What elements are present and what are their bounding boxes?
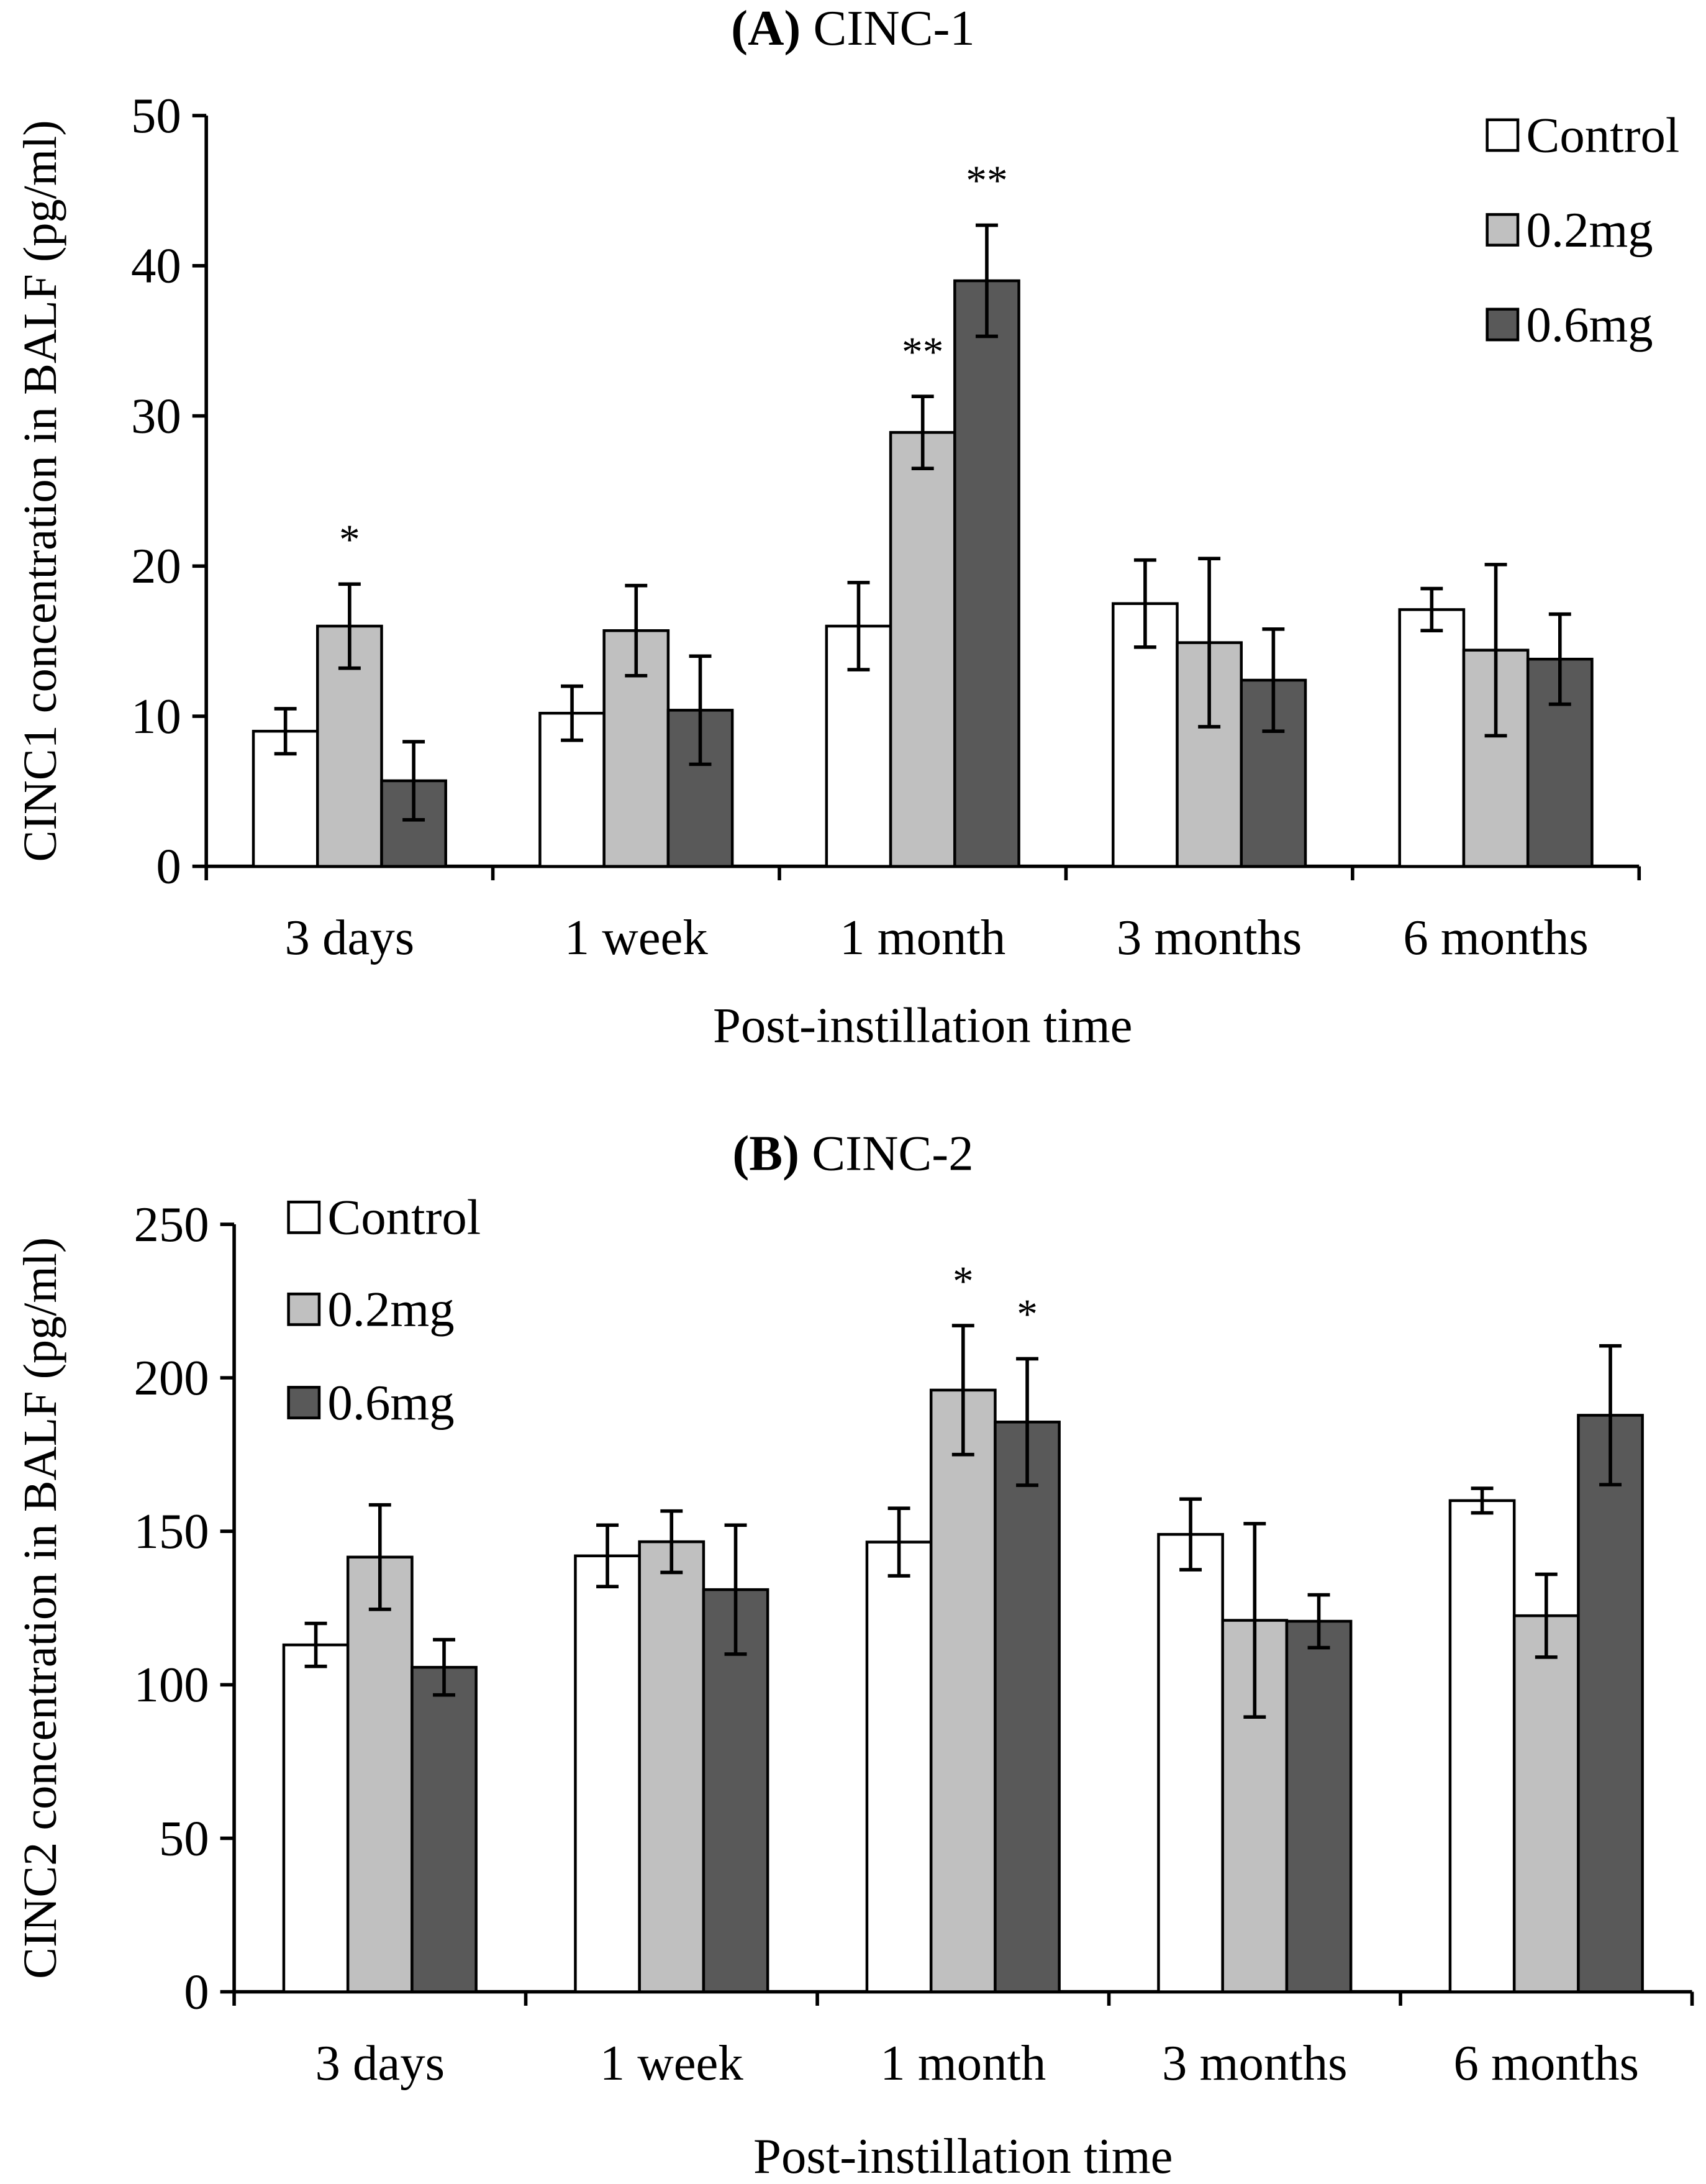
chart-title-name: CINC-2	[799, 1126, 974, 1181]
x-axis-label: Post-instillation time	[753, 2129, 1173, 2184]
legend-swatch	[287, 1386, 321, 1419]
bar-06mg	[702, 1588, 769, 1993]
bar-control	[282, 1643, 350, 1993]
y-tick-label: 50	[131, 88, 181, 143]
legend-label: 0.2mg	[327, 1282, 454, 1337]
bar-06mg	[994, 1421, 1061, 1993]
bar-02mg	[889, 430, 956, 868]
significance-marker: **	[902, 329, 943, 375]
y-tick-label: 30	[131, 389, 181, 444]
y-tick-label: 50	[159, 1811, 209, 1866]
y-tick-label: 10	[131, 689, 181, 744]
x-tick-label: 6 months	[1454, 2036, 1639, 2091]
y-tick-label: 100	[134, 1657, 209, 1713]
x-tick-label: 1 week	[565, 910, 709, 965]
legend-swatch	[287, 1292, 321, 1326]
bar-control	[574, 1554, 641, 1993]
x-tick-label: 1 month	[880, 2036, 1046, 2091]
y-axis-label: CINC2 concentration in BALF (pg/ml)	[14, 1237, 66, 1979]
bar-control	[865, 1540, 933, 1993]
x-tick-label: 3 days	[315, 2036, 445, 2091]
bar-02mg	[638, 1540, 706, 1993]
legend-label: 0.2mg	[1526, 202, 1653, 258]
y-tick-label: 40	[131, 239, 181, 294]
y-axis-label: CINC1 concentration in BALF (pg/ml)	[14, 120, 66, 862]
bar-control	[1157, 1532, 1224, 1993]
bar-02mg	[346, 1555, 414, 1993]
bar-02mg	[929, 1388, 997, 1993]
x-tick-label: 1 month	[840, 910, 1005, 965]
legend-label: Control	[1526, 107, 1679, 163]
chart-title-label: (B)	[732, 1126, 799, 1181]
y-tick-label: 250	[134, 1197, 209, 1252]
significance-marker: *	[1017, 1291, 1038, 1337]
legend-label: Control	[327, 1190, 481, 1245]
legend-swatch	[287, 1200, 321, 1234]
chart-a: (A) CINC-1 0 10 20 30 40 50 3 days 1 week 1 month…	[14, 1, 1680, 1053]
bar-06mg	[953, 279, 1020, 868]
x-tick-label: 3 months	[1162, 2036, 1347, 2091]
significance-marker: *	[339, 516, 360, 563]
chart-title-name: CINC-1	[801, 1, 975, 56]
bar-06mg	[411, 1665, 478, 1993]
x-tick-label: 1 week	[600, 2036, 744, 2091]
bar-control	[1398, 608, 1466, 868]
x-tick-label: 6 months	[1403, 910, 1588, 965]
chart-title-label: (A)	[731, 1, 801, 56]
bar-control	[1448, 1499, 1516, 1993]
y-tick-label: 200	[134, 1350, 209, 1406]
y-tick-label: 20	[131, 539, 181, 594]
chart-title: (A) CINC-1	[731, 1, 975, 56]
bar-02mg	[1512, 1614, 1580, 1993]
significance-marker: *	[953, 1258, 974, 1304]
bar-06mg	[1577, 1414, 1644, 1993]
significance-marker: **	[966, 157, 1007, 204]
legend-swatch	[1486, 118, 1520, 152]
chart-b: (B) CINC-2 0 50 100 150 200 250 3 days 1 week 1 m…	[14, 1126, 1694, 2184]
x-axis-label: Post-instillation time	[713, 998, 1132, 1053]
y-tick-label: 0	[156, 839, 181, 894]
y-tick-label: 150	[134, 1504, 209, 1559]
legend-label: 0.6mg	[327, 1375, 454, 1431]
x-tick-label: 3 months	[1117, 910, 1302, 965]
legend-swatch	[1486, 213, 1520, 247]
bar-06mg	[1285, 1619, 1353, 1993]
legend-label: 0.6mg	[1526, 297, 1653, 352]
legend-swatch	[1486, 307, 1520, 342]
chart-title: (B) CINC-2	[732, 1126, 973, 1181]
y-tick-label: 0	[184, 1964, 209, 2019]
x-tick-label: 3 days	[285, 910, 415, 965]
